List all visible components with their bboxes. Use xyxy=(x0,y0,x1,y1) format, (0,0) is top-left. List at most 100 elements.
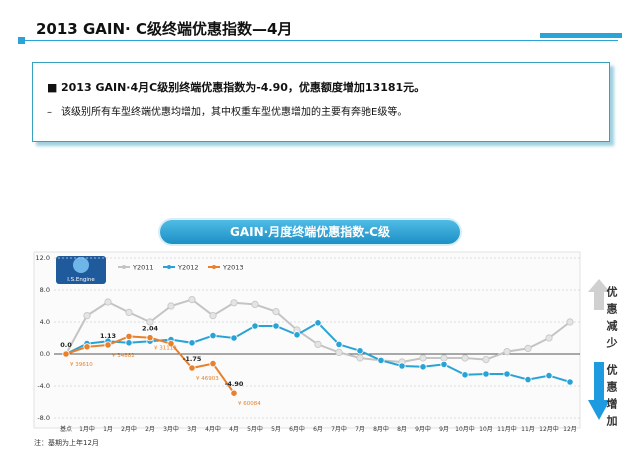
data-point xyxy=(83,343,91,351)
data-point xyxy=(209,311,217,320)
data-label: -4.90 xyxy=(225,380,244,388)
data-label: 0.0 xyxy=(60,341,72,349)
x-tick-label: 9月中 xyxy=(415,425,431,433)
data-point xyxy=(209,331,217,340)
data-point xyxy=(356,354,364,362)
up-arrow xyxy=(588,279,610,310)
amount-label: ¥ 31112 xyxy=(154,346,177,352)
x-tick-label: 5月中 xyxy=(247,425,263,433)
data-point xyxy=(503,347,511,356)
summary-text: 2013 GAIN·4月C级别终端优惠指数为-4.90，优惠额度增加13181元… xyxy=(61,81,426,94)
chart-title: GAIN·月度终端优惠指数-C级 xyxy=(160,220,460,244)
down-arrow xyxy=(588,362,610,420)
data-point xyxy=(167,302,175,310)
data-point xyxy=(125,339,133,347)
x-tick-label: 12月中 xyxy=(539,425,559,433)
x-tick-label: 10月 xyxy=(479,426,493,433)
x-tick-label: 8月中 xyxy=(373,425,389,433)
data-point xyxy=(503,370,511,378)
data-point xyxy=(314,340,322,348)
data-point xyxy=(461,371,469,379)
title-accent xyxy=(540,33,622,38)
slide-title: 2013 GAIN· C级终端优惠指数—4月 xyxy=(36,20,293,38)
x-tick-label: 1月中 xyxy=(79,425,95,433)
summary-box: ■ 2013 GAIN·4月C级别终端优惠指数为-4.90，优惠额度增加13181… xyxy=(32,62,610,142)
legend-label: Y2013 xyxy=(222,264,244,272)
data-point xyxy=(482,370,490,378)
legend-marker xyxy=(122,265,126,269)
x-tick-label: 10月中 xyxy=(455,425,475,433)
data-point xyxy=(524,344,532,352)
legend-label: Y2011 xyxy=(132,264,154,272)
data-point xyxy=(461,354,469,362)
legend-label: Y2012 xyxy=(177,264,199,272)
data-point xyxy=(230,389,238,397)
x-tick-label: 2月中 xyxy=(121,425,137,433)
amount-label: ¥ 34882 xyxy=(112,353,135,359)
y-tick-label: 12.0 xyxy=(36,254,50,262)
x-tick-label: 2月 xyxy=(145,426,155,433)
x-tick-label: 12月 xyxy=(563,426,577,433)
x-tick-label: 5月 xyxy=(271,426,281,433)
x-tick-label: 11月 xyxy=(521,426,535,433)
x-tick-label: 4月中 xyxy=(205,425,221,433)
x-tick-label: 3月中 xyxy=(163,425,179,433)
y-tick-label: 8.0 xyxy=(40,286,50,294)
amount-label: ¥ 46903 xyxy=(196,376,219,382)
data-point xyxy=(188,339,196,347)
data-point xyxy=(104,298,112,306)
data-point xyxy=(62,350,70,358)
logo-text: I.S.Engine xyxy=(67,277,95,283)
x-tick-label: 11月中 xyxy=(497,425,517,433)
data-point xyxy=(314,319,322,327)
x-tick-label: 3月 xyxy=(187,426,197,433)
data-point xyxy=(545,334,553,342)
data-point xyxy=(209,359,217,368)
data-label: 2.04 xyxy=(142,325,159,333)
data-point xyxy=(293,331,301,339)
side-label-up: 优惠减少 xyxy=(605,286,618,354)
data-point xyxy=(188,295,196,304)
amount-label: ¥ 60084 xyxy=(238,401,261,407)
x-tick-label: 4月 xyxy=(229,426,239,433)
x-tick-label: 6月中 xyxy=(289,425,305,433)
side-label-down: 优惠增加 xyxy=(605,364,618,432)
data-point xyxy=(83,311,91,320)
amount-label: ¥ 39610 xyxy=(70,362,93,368)
data-point xyxy=(272,307,280,316)
x-tick-label: 8月 xyxy=(397,426,407,433)
data-point xyxy=(398,362,406,370)
x-tick-label: 6月 xyxy=(313,426,323,433)
data-point xyxy=(419,354,427,362)
data-point xyxy=(482,355,490,364)
legend-marker xyxy=(167,265,171,269)
y-tick-label: -4.0 xyxy=(37,382,50,390)
data-point xyxy=(545,371,553,380)
data-point xyxy=(251,322,259,330)
x-tick-label: 9月 xyxy=(439,426,449,433)
data-point xyxy=(440,360,448,368)
data-point xyxy=(440,354,448,362)
data-point xyxy=(251,300,259,308)
data-point xyxy=(272,322,280,330)
data-point xyxy=(125,308,133,316)
y-tick-label: -8.0 xyxy=(37,414,50,422)
data-point xyxy=(230,334,238,342)
x-tick-label: 基点 xyxy=(60,425,72,433)
data-point xyxy=(566,318,574,326)
data-point xyxy=(125,332,133,340)
data-point xyxy=(146,318,154,326)
data-point xyxy=(104,341,112,349)
x-tick-label: 7月 xyxy=(355,426,365,433)
x-tick-label: 7月中 xyxy=(331,425,347,433)
data-point xyxy=(188,364,196,372)
data-point xyxy=(356,347,364,355)
summary-line: – 该级别所有车型终端优惠均增加，其中权重车型优惠增加的主要有奔驰E级等。 xyxy=(47,107,408,118)
title-rule-square xyxy=(18,37,25,44)
x-tick-label: 1月 xyxy=(103,426,113,433)
data-point xyxy=(419,363,427,371)
footnote: 注：基期为上年12月 xyxy=(34,439,99,447)
y-tick-label: 4.0 xyxy=(40,318,50,326)
